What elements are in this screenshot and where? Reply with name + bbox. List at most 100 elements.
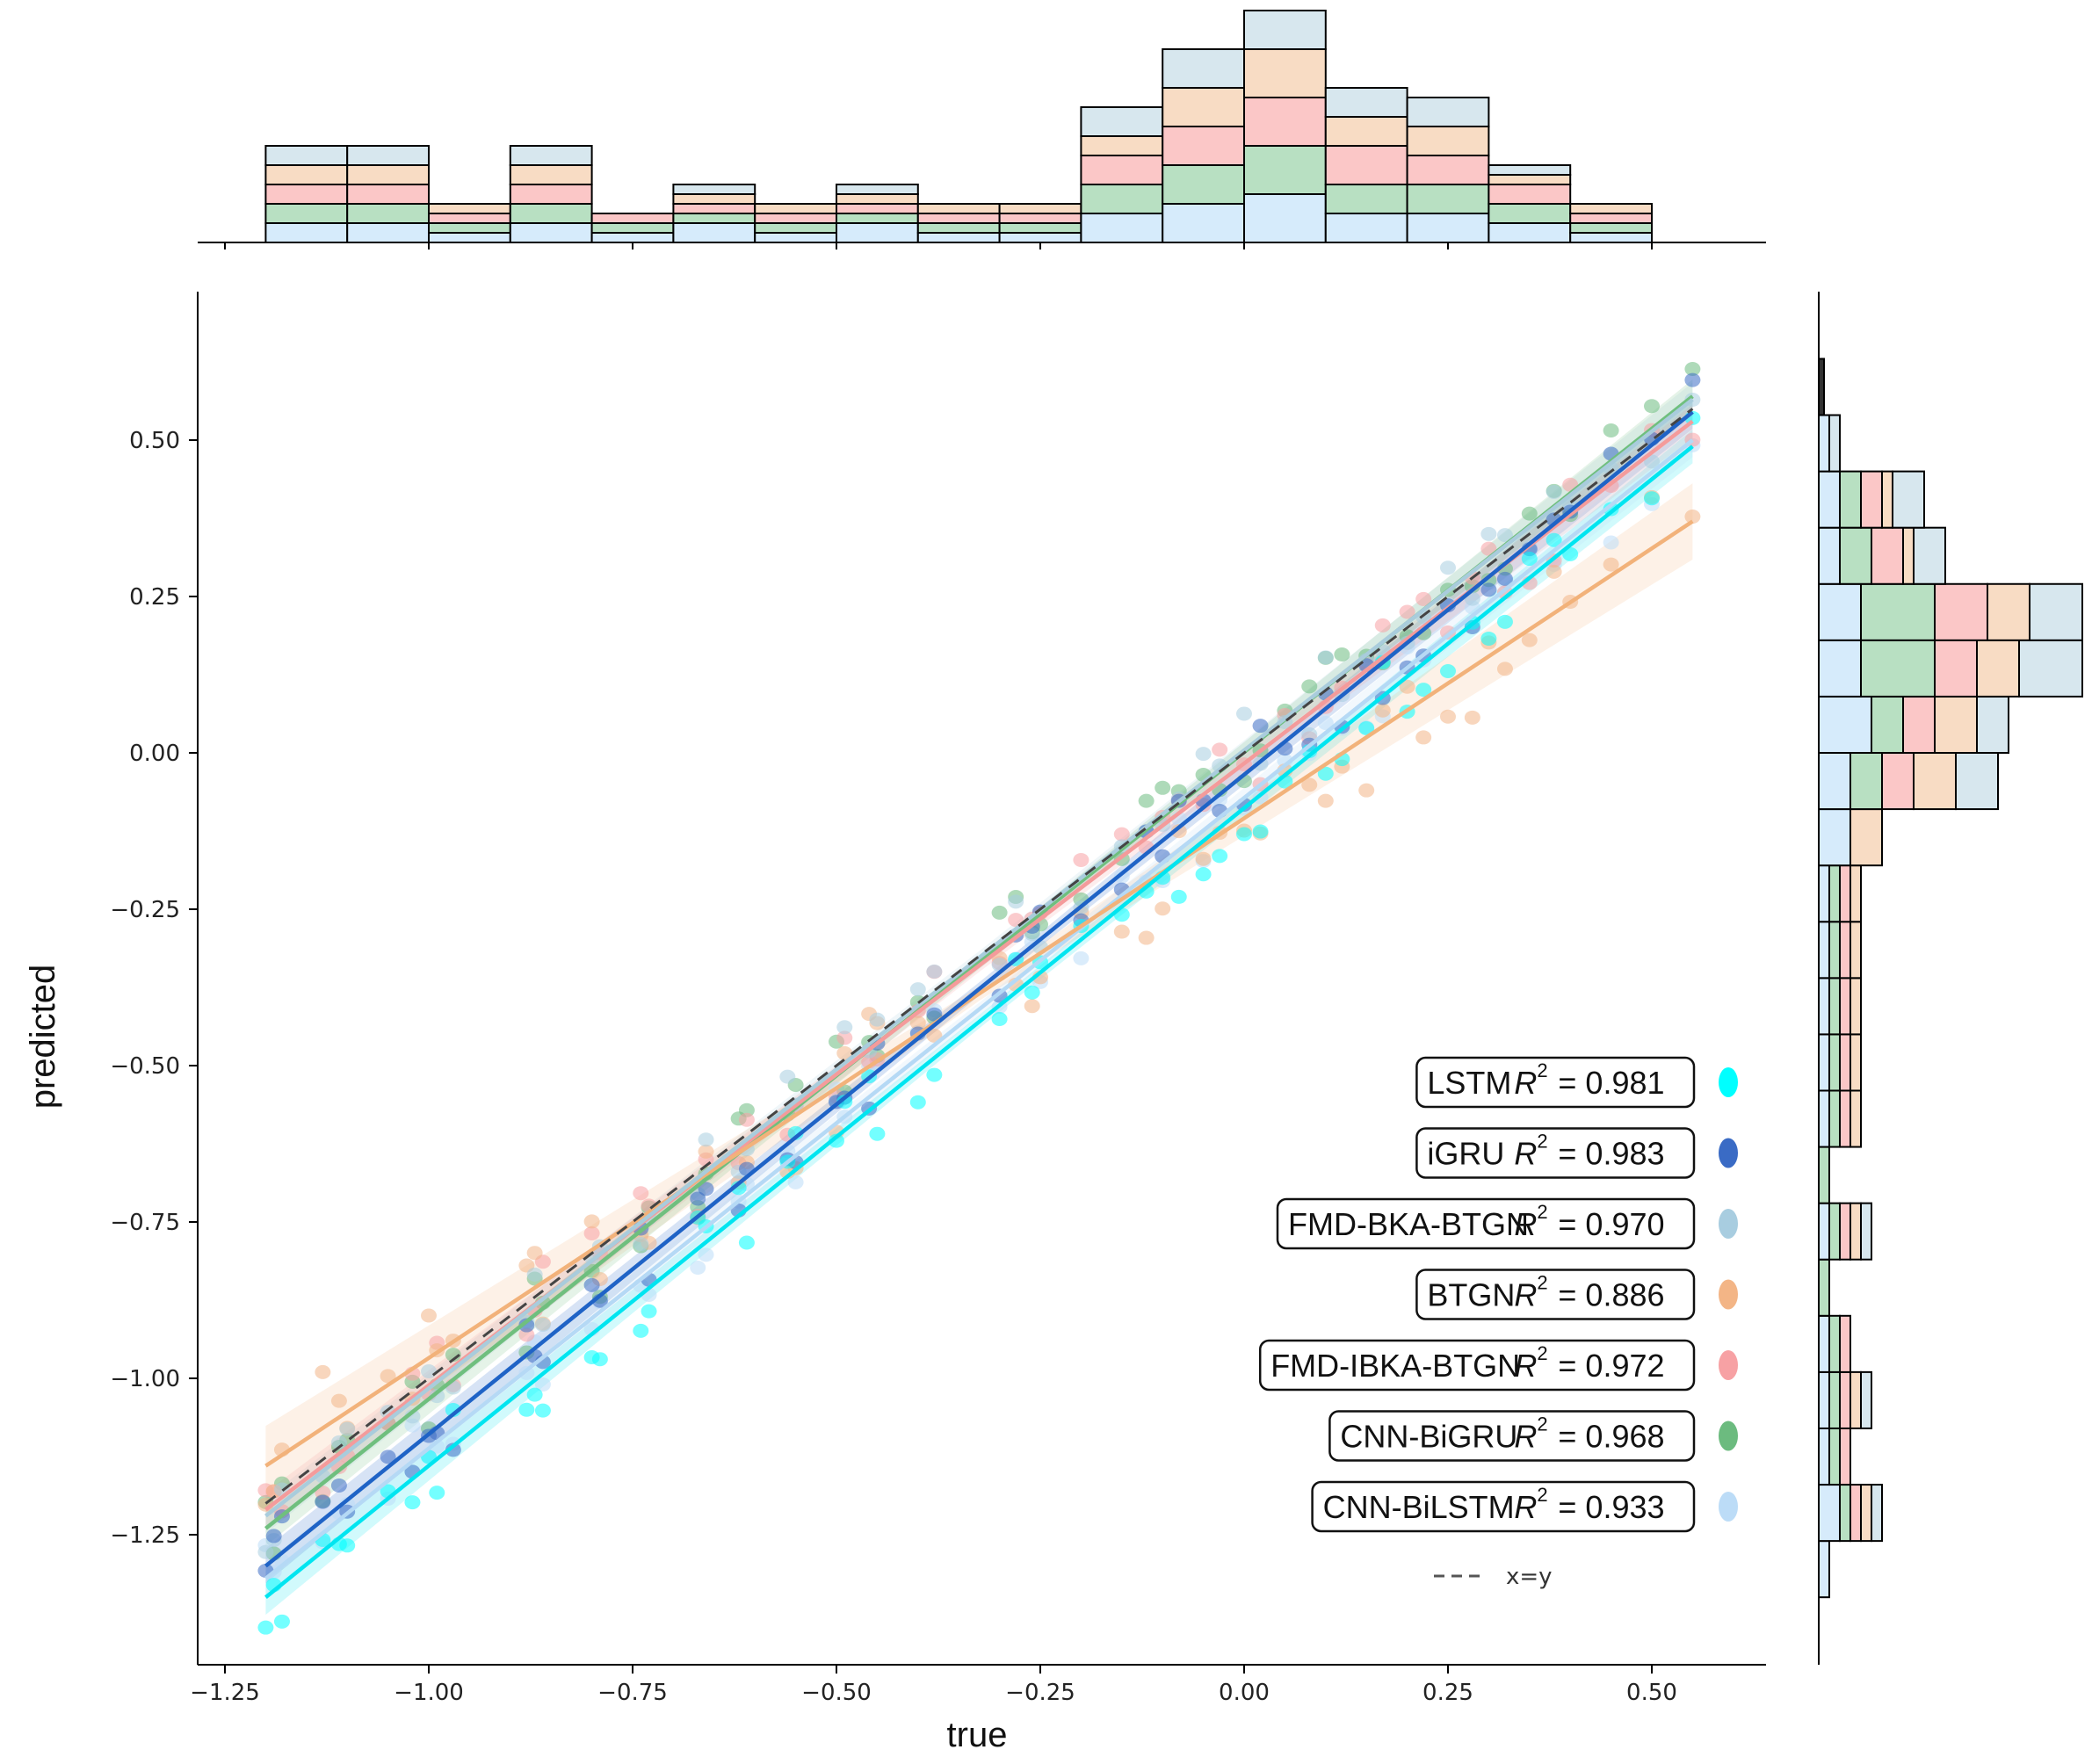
right-hist-bar — [1818, 1089, 1830, 1148]
top-hist-bar — [754, 203, 838, 214]
right-hist-bar — [1881, 470, 1893, 529]
legend-r2-value: = 0.968 — [1558, 1419, 1664, 1455]
regression-line — [264, 397, 1694, 1518]
scatter-point — [836, 1045, 853, 1060]
right-hist-bar — [1860, 470, 1883, 529]
scatter-point — [1301, 679, 1318, 694]
scatter-point — [583, 1214, 600, 1229]
right-hist-bar — [1871, 695, 1904, 754]
scatter-point — [1480, 541, 1497, 556]
right-hist-bar — [1839, 1202, 1851, 1261]
top-hist-bar — [1569, 203, 1653, 214]
top-hist-bar — [1162, 48, 1245, 89]
top-hist-bar — [1080, 213, 1164, 243]
scatter-point — [1301, 777, 1318, 792]
x-tick-label: 0.50 — [1626, 1680, 1677, 1706]
legend-marker — [1719, 1421, 1738, 1451]
top-hist-bar — [672, 203, 756, 214]
top-hist-bar — [1488, 203, 1572, 224]
legend-r2-value: = 0.933 — [1558, 1489, 1664, 1525]
top-hist-bar — [1324, 184, 1408, 214]
right-hist-bar — [1976, 639, 2020, 698]
top-hist-bar — [998, 232, 1082, 243]
regression-line — [264, 519, 1694, 1468]
y-axis-ticks: 0.50 0.25 0.00 −0.25 −0.50 −0.75 −1.00 −1.25 — [110, 428, 198, 1549]
scatter-point — [380, 1369, 396, 1384]
x-tick-label: 0.25 — [1422, 1680, 1473, 1706]
top-hist-bar — [590, 213, 675, 224]
regression-line — [264, 410, 1694, 1568]
top-hist-bar — [264, 145, 349, 166]
top-hist-bar — [1324, 145, 1408, 185]
right-hist-bar — [1828, 1370, 1841, 1429]
top-hist-bar — [836, 193, 919, 205]
scatter-point — [534, 1377, 551, 1392]
scatter-point — [591, 1352, 608, 1367]
right-hist-bar — [1850, 1484, 1862, 1543]
scatter-point — [836, 1030, 853, 1045]
top-hist-bar — [346, 222, 431, 243]
scatter-point — [1358, 783, 1375, 798]
top-hist-bar — [509, 222, 593, 243]
x-tick-label: −0.25 — [1005, 1680, 1075, 1706]
right-hist-bar — [1818, 808, 1851, 867]
top-hist-bar — [428, 213, 511, 224]
top-hist-bar — [754, 232, 838, 243]
top-hist-bar — [509, 203, 593, 224]
scatter-point — [926, 964, 943, 979]
legend-box — [1276, 1197, 1696, 1250]
legend-r-symbol: R — [1514, 1419, 1537, 1455]
right-hist-bar — [1828, 1427, 1841, 1486]
scatter-point — [1024, 985, 1040, 1000]
right-hist-bar — [1839, 1427, 1851, 1486]
scatter-point — [1464, 710, 1480, 725]
right-hist-bar — [1850, 1033, 1862, 1092]
scatter-point — [583, 1225, 600, 1240]
right-hist-bar — [1839, 921, 1851, 980]
top-hist-bar — [346, 145, 431, 166]
scatter-point — [1155, 901, 1171, 916]
right-hist-bar — [1850, 1370, 1862, 1429]
top-hist-bar — [916, 213, 1001, 224]
legend-r-symbol: R — [1514, 1489, 1537, 1525]
right-hist-bar — [1850, 977, 1862, 1036]
legend-r-symbol: R — [1514, 1348, 1537, 1384]
top-hist-bar — [672, 193, 756, 205]
top-hist-bar — [590, 232, 675, 243]
scatter-point — [1480, 631, 1497, 646]
top-hist-bar — [1324, 213, 1408, 243]
top-hist-bar — [264, 184, 349, 205]
scatter-point — [257, 1620, 274, 1635]
identity-line — [264, 408, 1694, 1505]
right-hist-bar — [1818, 864, 1830, 923]
scatter-point — [421, 1364, 437, 1379]
y-tick-label: 0.50 — [129, 428, 180, 454]
scatter-point — [534, 1403, 551, 1418]
legend-r-symbol: R — [1514, 1206, 1537, 1242]
scatter-point — [1440, 709, 1456, 724]
right-hist-bar — [1828, 921, 1841, 980]
scatter-point — [698, 1132, 714, 1147]
scatter-point — [1073, 951, 1089, 965]
right-hist-bar — [2018, 639, 2083, 698]
scatter-point — [690, 1191, 706, 1206]
top-hist-bar — [509, 184, 593, 205]
top-hist-bar — [1324, 116, 1408, 147]
right-hist-bar — [1839, 470, 1862, 529]
scatter-point — [1415, 730, 1432, 745]
scatter-point — [698, 1247, 714, 1262]
scatter-point — [429, 1486, 445, 1500]
top-hist-bar — [836, 184, 919, 195]
scatter-point — [265, 1529, 282, 1544]
y-tick-label: 0.00 — [129, 741, 180, 767]
right-hist-bar — [1860, 639, 1936, 698]
right-hist-bar — [1860, 582, 1936, 641]
top-hist-bar — [672, 213, 756, 224]
top-hist-bar — [1080, 184, 1164, 214]
scatter-point — [690, 1260, 706, 1275]
x-tick-label: −1.25 — [190, 1680, 260, 1706]
top-hist-bar — [1162, 164, 1245, 205]
scatter-point — [641, 1304, 657, 1319]
scatter-point — [1301, 727, 1318, 741]
